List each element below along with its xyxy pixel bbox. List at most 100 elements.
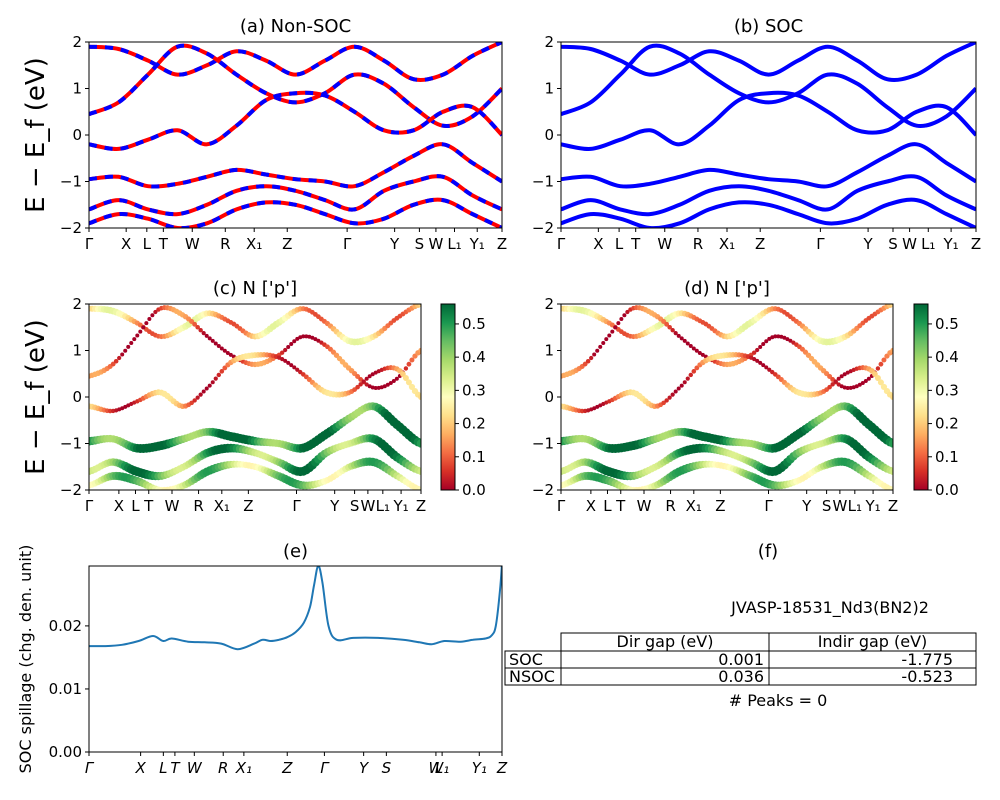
- scatter-point: [622, 313, 627, 318]
- panel-d-ytick-label: −2: [532, 481, 554, 499]
- panel-e-xtick-label: S: [382, 759, 392, 777]
- scatter-point: [779, 334, 784, 339]
- scatter-point: [764, 339, 769, 344]
- scatter-point: [301, 334, 306, 339]
- panel-c-xtick-label: Γ: [85, 497, 94, 515]
- scatter-point: [198, 328, 203, 333]
- scatter-point: [755, 347, 760, 353]
- scatter-point: [589, 355, 594, 361]
- colorbar-tick-label: 0.5: [935, 315, 959, 333]
- scatter-point: [204, 386, 209, 391]
- panel-a-xtick-label: Y: [389, 235, 400, 253]
- colorbar-tick-label: 0.3: [462, 381, 486, 399]
- scatter-point: [592, 352, 597, 357]
- panel-b-xtick-label: Γ: [816, 235, 825, 253]
- scatter-point: [207, 383, 212, 388]
- scatter-point: [836, 376, 841, 381]
- scatter-point: [219, 346, 224, 351]
- scatter-point: [670, 392, 675, 397]
- colorbar-tick-label: 0.1: [462, 448, 486, 466]
- band-line-blue: [561, 43, 976, 128]
- panel-c-xtick-label: Z: [243, 497, 253, 515]
- panel-e-title: (e): [283, 541, 308, 562]
- scatter-point: [213, 376, 218, 381]
- scatter-point: [676, 386, 681, 391]
- scatter-point: [619, 316, 624, 321]
- panel-b-xtick-label: L: [615, 235, 624, 253]
- panel-b-xtick-label: L₁: [921, 235, 935, 253]
- scatter-point: [664, 321, 670, 327]
- panel-d-points: [561, 304, 893, 490]
- scatter-point: [141, 325, 146, 330]
- panel-c-title: (c) N ['p']: [213, 278, 297, 299]
- scatter-point: [758, 360, 763, 365]
- scatter-point: [782, 335, 787, 340]
- scatter-point: [842, 372, 847, 377]
- panel-c-xtick-label: L: [131, 497, 140, 515]
- scatter-point: [213, 341, 218, 346]
- scatter-point: [201, 331, 206, 336]
- scatter-point: [670, 328, 675, 333]
- panel-b-ytick-label: −1: [532, 173, 554, 191]
- scatter-point: [364, 376, 369, 381]
- panel-c-xtick-label: Γ: [292, 497, 301, 515]
- scatter-point: [877, 379, 884, 386]
- panel-e-ylabel: SOC spillage (chg. den. unit): [16, 545, 35, 774]
- scatter-point: [295, 336, 300, 341]
- panel-a-xtick-label: Γ: [343, 235, 352, 253]
- panel-e-xtick-label: Γ: [320, 759, 330, 777]
- panel-b-xtick-label: S: [888, 235, 898, 253]
- scatter-point: [216, 372, 221, 378]
- scatter-point: [219, 369, 225, 374]
- colorbar-c: [440, 303, 456, 491]
- scatter-point: [355, 374, 361, 380]
- colorbar-d: [913, 303, 929, 491]
- panel-e-xtick-label: X: [134, 759, 146, 777]
- panel-d-xtick-label: W: [637, 497, 652, 515]
- scatter-point: [767, 336, 772, 341]
- panel-a-xtick-label: W: [428, 235, 443, 253]
- scatter-point: [405, 379, 412, 386]
- scatter-point: [604, 337, 609, 342]
- scatter-point: [379, 385, 384, 390]
- scatter-point: [767, 367, 772, 372]
- panel-c-xtick-label: R: [193, 497, 203, 515]
- panel-c-ytick-label: 2: [72, 295, 82, 313]
- scatter-point: [682, 380, 687, 385]
- scatter-point: [661, 400, 666, 406]
- scatter-point: [367, 374, 372, 379]
- scatter-point: [755, 358, 760, 363]
- panel-d-xtick-label: Γ: [764, 497, 773, 515]
- scatter-point: [195, 324, 200, 330]
- table-column-header: Dir gap (eV): [617, 632, 714, 651]
- colorbar-tick-label: 0.5: [462, 315, 486, 333]
- ylabel-band-top: E − E_f (eV): [21, 57, 51, 213]
- scatter-point: [691, 346, 696, 351]
- scatter-point: [697, 350, 702, 355]
- panel-c-xtick-label: X₁: [214, 497, 230, 515]
- scatter-point: [207, 336, 212, 341]
- scatter-point: [866, 376, 871, 381]
- scatter-point: [120, 406, 125, 411]
- panel-e-xtick-label: Y₁: [472, 759, 487, 777]
- panel-b-ytick-label: 1: [544, 80, 554, 98]
- scatter-point: [210, 338, 215, 343]
- scatter-point: [192, 398, 197, 403]
- colorbar-tick-label: 0.4: [935, 348, 959, 366]
- scatter-point: [700, 352, 705, 357]
- scatter-point: [198, 392, 203, 397]
- scatter-point: [890, 347, 893, 354]
- panel-e-xtick-label: Z: [496, 759, 508, 777]
- scatter-point: [292, 339, 297, 344]
- scatter-point: [370, 372, 375, 377]
- scatter-point: [625, 309, 630, 315]
- scatter-point: [836, 382, 841, 387]
- panel-d-xtick-label: S: [822, 497, 832, 515]
- scatter-point: [195, 395, 200, 400]
- band-line-blue: [561, 142, 976, 189]
- scatter-point: [228, 352, 233, 357]
- panel-b-xtick-label: T: [630, 235, 641, 253]
- scatter-point: [679, 383, 684, 388]
- panel-d-xtick-label: Y₁: [864, 497, 880, 515]
